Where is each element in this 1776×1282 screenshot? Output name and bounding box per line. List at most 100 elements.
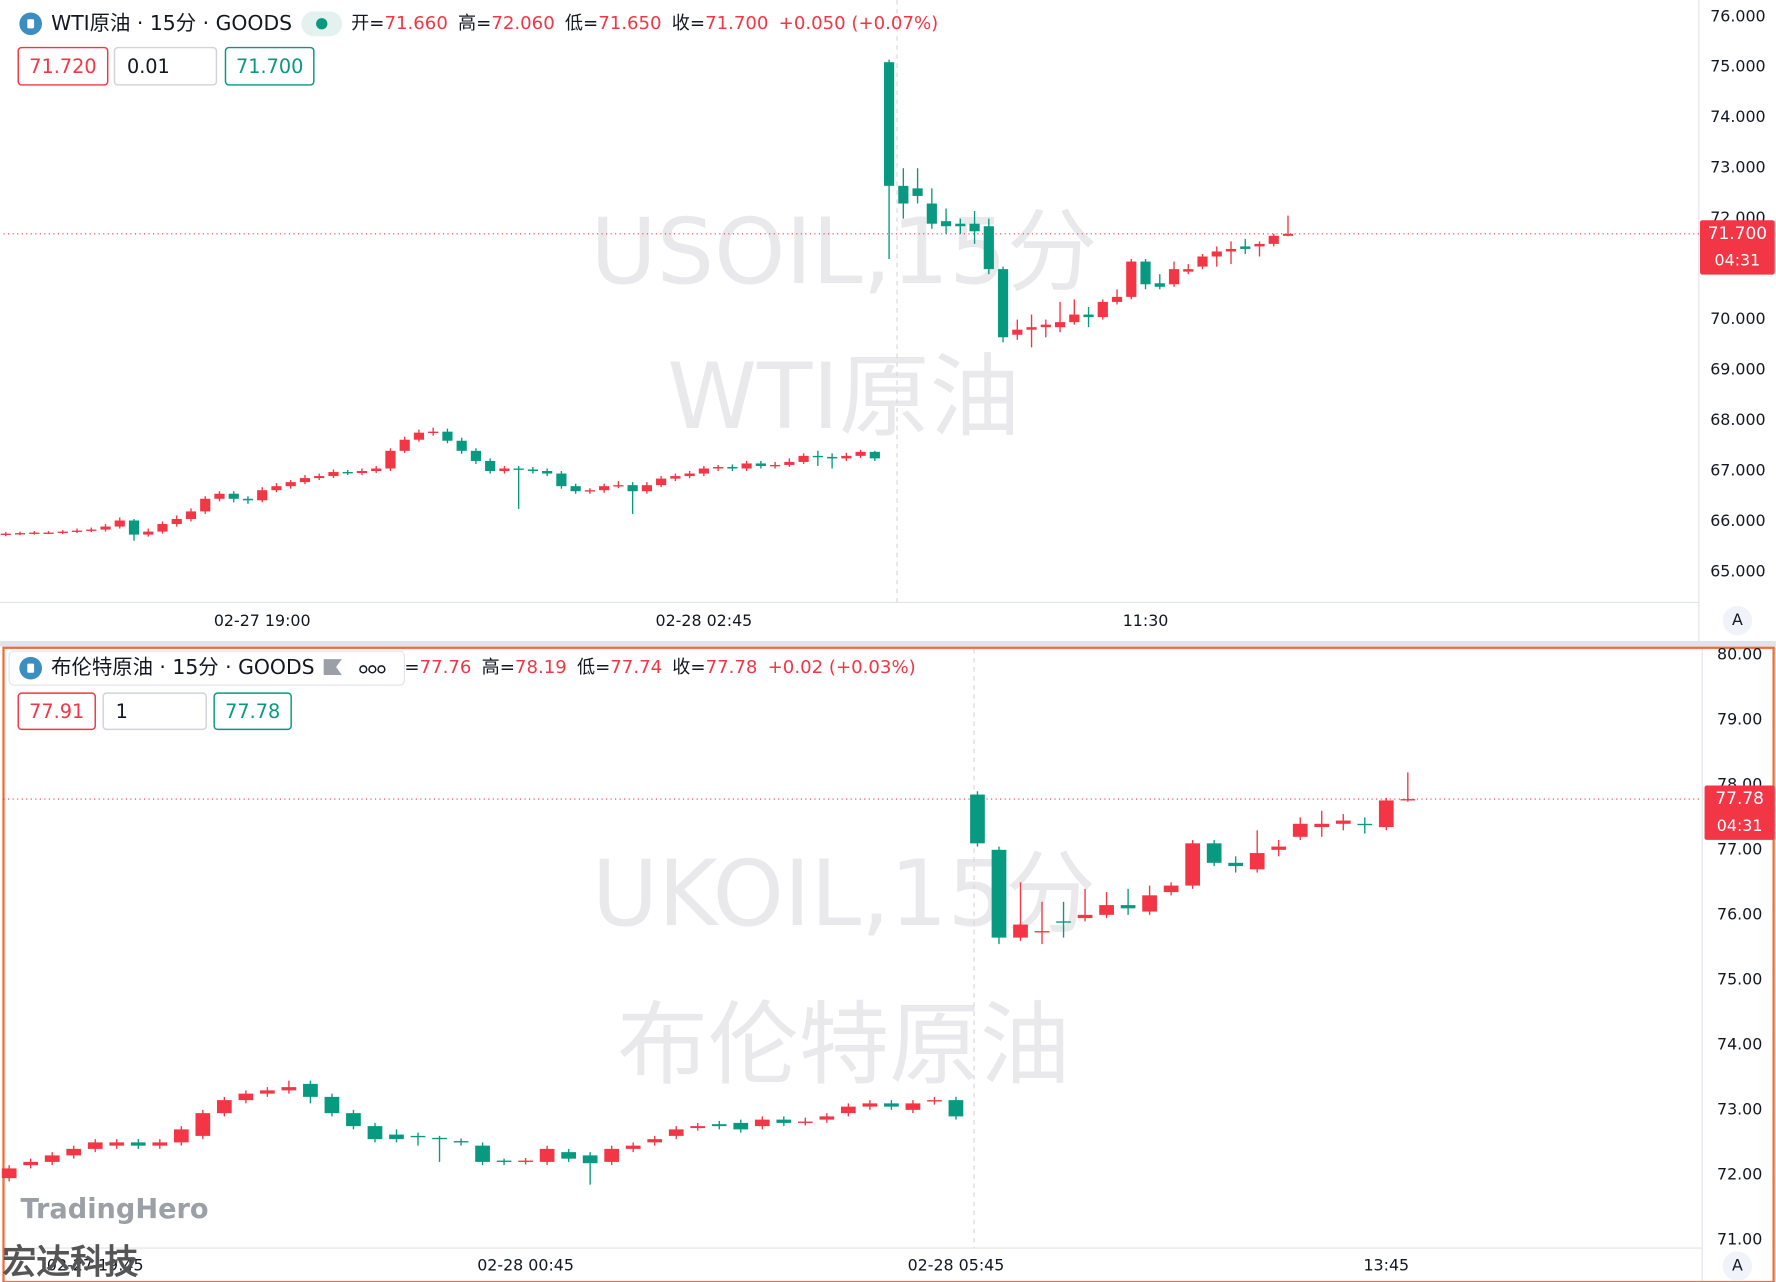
more-icon[interactable] <box>359 665 368 674</box>
candle-body <box>14 533 26 535</box>
order-input-box[interactable] <box>17 692 96 731</box>
candle-body <box>399 439 410 451</box>
candle-body <box>1126 261 1137 297</box>
candle-body <box>1183 269 1194 272</box>
candle-body <box>475 1145 490 1162</box>
candle-body <box>367 1126 383 1140</box>
candle-body <box>71 530 83 532</box>
candle-body <box>797 1121 813 1123</box>
candle-body <box>812 455 823 458</box>
candle-body <box>1154 283 1165 287</box>
y-tick-label: 70.000 <box>1710 309 1765 328</box>
candle-body <box>713 466 724 469</box>
order-input-value[interactable]: 1 <box>116 700 128 723</box>
auto-scale-button[interactable] <box>1722 605 1753 636</box>
candle-body <box>883 62 895 186</box>
more-icon[interactable] <box>377 665 386 674</box>
candle-body <box>453 1141 469 1143</box>
candle-body <box>1120 905 1136 909</box>
candle-body <box>1378 800 1394 828</box>
candle-body <box>1357 823 1373 826</box>
y-tick-label: 73.000 <box>1710 158 1765 177</box>
auto-scale-label[interactable]: A <box>1732 1256 1743 1275</box>
order-input-box[interactable] <box>102 692 207 731</box>
caption: 宏达科技 <box>2 1242 138 1282</box>
candle-body <box>755 463 766 466</box>
candle-body <box>912 188 923 196</box>
candle-body <box>1335 820 1351 824</box>
ohlc-value: 78.19 <box>515 657 567 678</box>
symbol-title[interactable]: WTI原油 · 15分 · GOODS <box>51 11 292 35</box>
ohlc-label: = <box>404 657 419 678</box>
order-input-box[interactable] <box>224 46 315 86</box>
candle-body <box>86 529 97 531</box>
y-tick-label: 67.000 <box>1710 461 1765 480</box>
y-tick-label: 65.000 <box>1710 561 1765 580</box>
more-icon[interactable] <box>368 665 377 674</box>
candle-body <box>1271 846 1287 850</box>
candle-body <box>1012 329 1023 335</box>
countdown: 04:31 <box>1715 250 1761 269</box>
plots <box>0 59 1703 1185</box>
candle-body <box>1140 261 1151 285</box>
candle-body <box>456 440 467 451</box>
symbol-icon-glyph <box>27 19 35 29</box>
candle-body <box>496 1160 512 1162</box>
candle-body <box>542 471 553 474</box>
ohlc-label: 收= <box>672 13 705 34</box>
candle-body <box>599 486 610 491</box>
y-tick-label: 79.00 <box>1717 709 1762 728</box>
candle-body <box>57 531 68 533</box>
candle-body <box>0 533 11 535</box>
order-input-value[interactable]: 71.700 <box>236 55 303 78</box>
ohlc-label: 高= <box>482 657 515 678</box>
candle-body <box>1400 799 1416 801</box>
candle-body <box>303 1083 318 1097</box>
candle-body <box>776 1119 792 1123</box>
candle-body <box>940 221 952 227</box>
candle-body <box>570 486 581 492</box>
y-tick-label: 75.000 <box>1710 57 1765 76</box>
x-tick-label: 11:30 <box>1123 611 1169 630</box>
ohlc-value: 71.660 <box>384 13 447 34</box>
ohlc-value: 77.74 <box>610 657 662 678</box>
flag-icon[interactable] <box>323 659 342 675</box>
candle-body <box>185 511 197 519</box>
candle-body <box>152 1142 168 1146</box>
auto-scale-button[interactable] <box>1722 1251 1753 1281</box>
order-input-value[interactable]: 71.720 <box>29 55 96 78</box>
candle-body <box>948 1100 964 1117</box>
y-tick-label: 77.00 <box>1717 839 1762 858</box>
order-input-value[interactable]: 77.91 <box>29 700 84 723</box>
order-input-value[interactable]: 77.78 <box>225 700 280 723</box>
status-dot <box>316 18 328 30</box>
order-input-value[interactable]: 0.01 <box>127 55 170 78</box>
candle-body <box>898 185 909 204</box>
candle-body <box>1142 895 1157 912</box>
watermark: UKOIL,15分 <box>592 842 1096 947</box>
candle-body <box>314 476 325 479</box>
candle-body <box>926 203 937 224</box>
candle-body <box>690 1126 706 1129</box>
auto-scale-label[interactable]: A <box>1732 610 1743 629</box>
candle-body <box>798 455 809 462</box>
order-input-box[interactable] <box>17 46 109 86</box>
candle-body <box>819 1116 835 1120</box>
candle-body <box>827 456 838 459</box>
order-input-box[interactable] <box>213 692 292 731</box>
candle-body <box>385 450 396 469</box>
candle-body <box>884 1103 899 1107</box>
candle-body <box>604 1148 620 1162</box>
candle-body <box>1 1168 17 1179</box>
candle-body <box>684 473 695 477</box>
candle-body <box>647 1139 663 1143</box>
candle-body <box>114 520 125 527</box>
candle-body <box>556 473 567 487</box>
order-input-box[interactable] <box>113 46 218 86</box>
y-tick-label: 73.00 <box>1717 1099 1762 1118</box>
candle-body <box>271 486 282 491</box>
candle-body <box>1268 235 1279 244</box>
symbol-title[interactable]: 布伦特原油 · 15分 · GOODS <box>51 655 315 679</box>
candle-body <box>1249 853 1265 870</box>
